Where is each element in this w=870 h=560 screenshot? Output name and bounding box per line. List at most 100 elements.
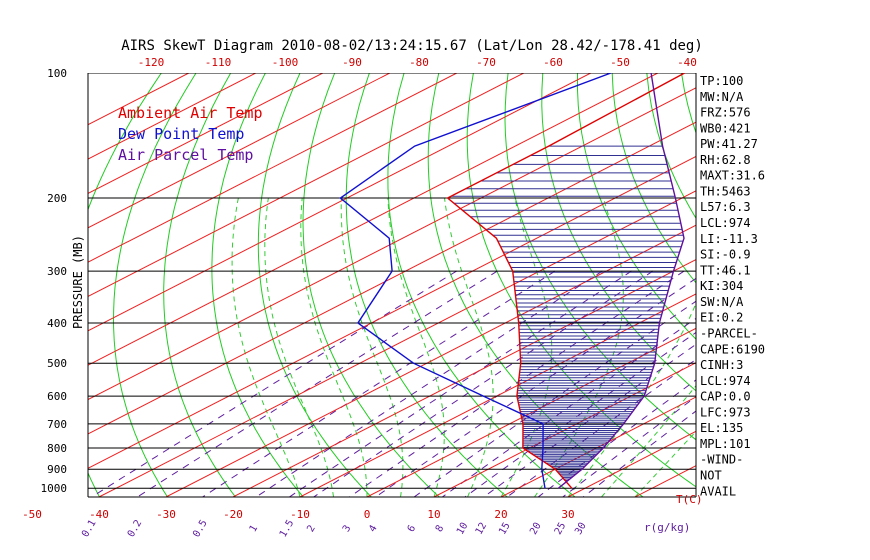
isotherm-line bbox=[232, 259, 696, 497]
mixing-ratio-label: 1.5 bbox=[278, 518, 297, 539]
top-temp-tick-label: -60 bbox=[543, 56, 563, 69]
pressure-tick-label: 700 bbox=[47, 418, 67, 431]
top-temp-tick-label: -100 bbox=[272, 56, 299, 69]
isotherm-line bbox=[366, 327, 696, 497]
mixing-ratio-label: 2 bbox=[305, 523, 318, 534]
index-label: PW:41.27 bbox=[700, 137, 758, 151]
pressure-tick-label: 100 bbox=[47, 67, 67, 80]
index-label: LCL:974 bbox=[700, 374, 751, 388]
legend-entry-air-parcel-temp: Air Parcel Temp bbox=[118, 146, 253, 164]
dry-adiabat-line bbox=[646, 73, 696, 220]
mixing-ratio-label: 4 bbox=[367, 523, 380, 534]
index-label: MAXT:31.6 bbox=[700, 169, 765, 183]
pressure-tick-label: 300 bbox=[47, 265, 67, 278]
dry-adiabat-line bbox=[577, 73, 696, 340]
pressure-tick-label: 1000 bbox=[41, 482, 68, 495]
index-label: -WIND- bbox=[700, 453, 743, 467]
isotherm-line bbox=[88, 73, 525, 298]
index-label: CAP:0.0 bbox=[700, 390, 751, 404]
mixing-ratio-label: 15 bbox=[497, 521, 513, 537]
isotherm-line bbox=[88, 87, 696, 401]
top-temp-tick-label: -80 bbox=[409, 56, 429, 69]
isotherm-line bbox=[88, 73, 257, 160]
moist-adiabat-line bbox=[500, 197, 553, 497]
dry-adiabat-line bbox=[786, 73, 870, 499]
dry-adiabat-line bbox=[611, 73, 696, 284]
index-label: TT:46.1 bbox=[700, 263, 751, 277]
isotherm-line bbox=[165, 224, 696, 497]
index-label: FRZ:576 bbox=[700, 106, 751, 120]
pressure-tick-label: 400 bbox=[47, 317, 67, 330]
index-label: NOT bbox=[700, 469, 722, 483]
mixing-ratio-label: 6 bbox=[406, 523, 419, 534]
mixing-ratio-line bbox=[561, 396, 696, 497]
series-line-air-parcel-temp bbox=[557, 73, 685, 489]
mixing-ratio-unit-label: r(g/kg) bbox=[644, 521, 690, 534]
bottom-temp-tick-label: -50 bbox=[22, 508, 42, 521]
mixing-ratio-line bbox=[506, 358, 696, 497]
pressure-tick-label: 500 bbox=[47, 357, 67, 370]
mixing-ratio-line bbox=[348, 270, 685, 497]
bottom-temp-tick-label: -20 bbox=[223, 508, 243, 521]
pressure-tick-label: 600 bbox=[47, 390, 67, 403]
isotherm-line bbox=[88, 155, 696, 469]
top-temp-tick-label: -70 bbox=[476, 56, 496, 69]
mixing-ratio-line bbox=[441, 317, 696, 497]
index-label: LI:-11.3 bbox=[700, 232, 758, 246]
moist-adiabat-line bbox=[387, 197, 445, 497]
mixing-ratio-line bbox=[582, 410, 696, 497]
bottom-temp-tick-label: -10 bbox=[290, 508, 310, 521]
mixing-ratio-line bbox=[413, 300, 696, 497]
isotherm-line bbox=[433, 362, 696, 497]
isotherm-line bbox=[500, 396, 696, 497]
mixing-ratio-line bbox=[482, 343, 696, 497]
mixing-ratio-line bbox=[255, 270, 603, 497]
mixing-ratio-line bbox=[136, 270, 498, 497]
mixing-ratio-label: 0.5 bbox=[191, 518, 210, 539]
bottom-temp-tick-label: 0 bbox=[364, 508, 371, 521]
dry-adiabat-line bbox=[345, 73, 508, 497]
index-label: WB0:421 bbox=[700, 121, 751, 135]
index-label: EL:135 bbox=[700, 421, 743, 435]
mixing-ratio-label: 0.1 bbox=[80, 518, 99, 539]
dry-adiabat-line bbox=[541, 73, 696, 392]
mixing-ratio-label: 0.2 bbox=[126, 518, 145, 539]
isotherm-line bbox=[88, 121, 696, 435]
index-label: MPL:101 bbox=[700, 437, 751, 451]
pressure-tick-label: 800 bbox=[47, 442, 67, 455]
bottom-unit-label: T(C) bbox=[676, 493, 703, 506]
index-label: TH:5463 bbox=[700, 184, 751, 198]
moist-adiabat-line bbox=[444, 197, 494, 497]
legend-entry-dew-point-temp: Dew Point Temp bbox=[118, 125, 244, 143]
series-line-dew-point-temp bbox=[339, 73, 612, 489]
mixing-ratio-line bbox=[463, 331, 696, 497]
chart-title: AIRS SkewT Diagram 2010-08-02/13:24:15.6… bbox=[121, 38, 703, 54]
mixing-ratio-label: 20 bbox=[528, 521, 544, 537]
index-label: SI:-0.9 bbox=[700, 248, 751, 262]
mixing-ratio-line bbox=[90, 270, 457, 497]
index-label: CINH:3 bbox=[700, 358, 743, 372]
index-label: LCL:974 bbox=[700, 216, 751, 230]
pressure-tick-label: 200 bbox=[47, 192, 67, 205]
isotherm-line bbox=[299, 293, 696, 497]
bottom-temp-tick-label: -30 bbox=[156, 508, 176, 521]
index-label: KI:304 bbox=[700, 279, 743, 293]
mixing-ratio-line bbox=[374, 277, 696, 497]
index-label: SW:N/A bbox=[700, 295, 744, 309]
mixing-ratio-label: 12 bbox=[474, 521, 490, 537]
bottom-temp-tick-label: -40 bbox=[89, 508, 109, 521]
mixing-ratio-line bbox=[537, 379, 696, 497]
top-temp-tick-label: -40 bbox=[677, 56, 697, 69]
y-axis-label: PRESSURE (MB) bbox=[71, 235, 85, 329]
moist-adiabat-line bbox=[534, 197, 624, 497]
mixing-ratio-label: 1 bbox=[248, 523, 261, 534]
index-label: L57:6.3 bbox=[700, 200, 751, 214]
legend-entry-ambient-air-temp: Ambient Air Temp bbox=[118, 104, 263, 122]
index-label: EI:0.2 bbox=[700, 311, 743, 325]
isotherm-line bbox=[88, 73, 458, 263]
index-label: LFC:973 bbox=[700, 405, 751, 419]
moist-adiabat-line bbox=[231, 197, 301, 497]
top-temp-tick-label: -110 bbox=[205, 56, 232, 69]
index-label: RH:62.8 bbox=[700, 153, 751, 167]
bottom-temp-tick-label: 20 bbox=[494, 508, 507, 521]
